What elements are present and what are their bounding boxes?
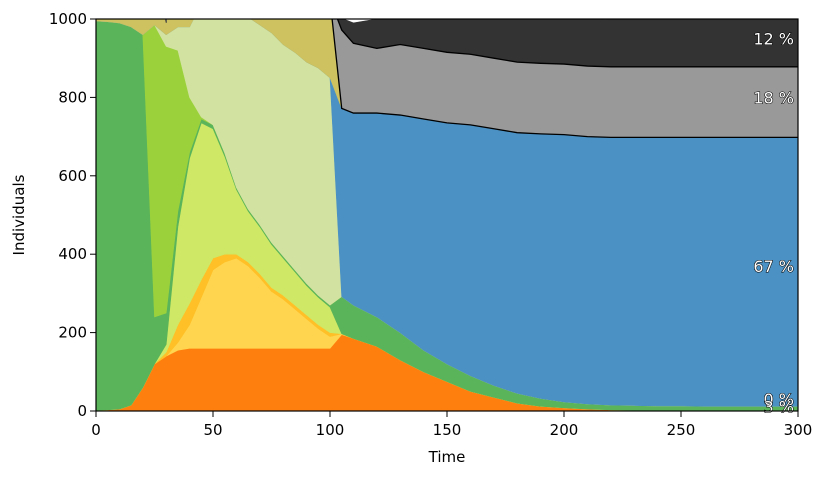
x-tick-label: 50 [203, 421, 222, 439]
x-axis: 0 50 100 150 200 250 300 [91, 411, 812, 439]
boundary-line-0 [331, 19, 798, 139]
percentage-label: 0 % [764, 390, 794, 409]
x-tick-label: 300 [784, 421, 813, 439]
x-tick-label: 0 [91, 421, 101, 439]
x-axis-title: Time [428, 448, 466, 466]
area-layer-10 [96, 19, 798, 68]
y-axis: 0 200 400 600 800 1000 [49, 10, 96, 420]
y-tick-label: 0 [77, 402, 87, 420]
y-tick-label: 400 [58, 245, 87, 263]
percentage-label: 3 % [764, 397, 794, 416]
x-tick-label: 200 [550, 421, 579, 439]
y-axis-title: Individuals [10, 174, 28, 255]
percentage-label: 18 % [753, 88, 794, 107]
x-tick-label: 250 [667, 421, 696, 439]
x-tick-label: 150 [433, 421, 462, 439]
percentage-label: 67 % [753, 257, 794, 276]
area-layer-9 [96, 19, 798, 138]
y-tick-label: 1000 [49, 10, 87, 28]
area-layers [96, 19, 798, 411]
percentage-annotations: 12 % 18 % 67 % 0 %3 % [753, 29, 795, 417]
percentage-label: 12 % [753, 30, 794, 49]
x-tick-label: 100 [316, 421, 345, 439]
boundary-line-1 [336, 19, 798, 68]
y-tick-label: 800 [58, 88, 87, 106]
y-tick-label: 200 [58, 324, 87, 342]
y-tick-label: 600 [58, 167, 87, 185]
